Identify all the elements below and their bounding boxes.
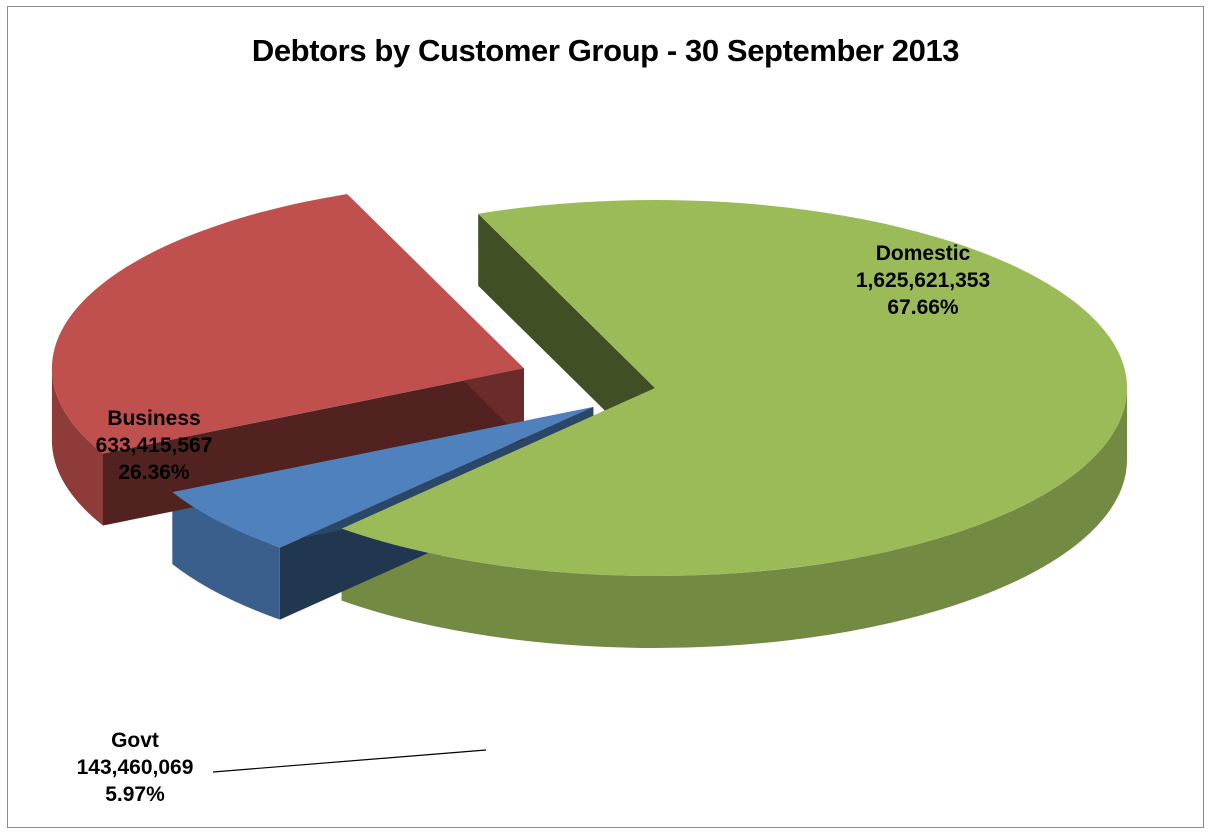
- govt-leader-line: [212, 749, 487, 773]
- business-label-line-2: 633,415,567: [96, 434, 213, 457]
- govt-slice-rim: [172, 492, 280, 620]
- domestic-slice: [341, 200, 1128, 577]
- chart-title: Debtors by Customer Group - 30 September…: [251, 33, 960, 68]
- business-label-line-3: 26.36%: [118, 461, 190, 484]
- govt-label-line-2: 143,460,069: [77, 756, 194, 779]
- domestic-slice-rim: [341, 388, 1127, 648]
- govt-label-line-3: 5.97%: [105, 783, 165, 806]
- domestic-label-line-1: Domestic: [876, 242, 971, 265]
- domestic-data-label: Domestic 1,625,621,353 67.66%: [856, 242, 990, 319]
- business-slice: [51, 194, 524, 454]
- govt-data-label: Govt 143,460,069 5.97%: [77, 729, 194, 806]
- domestic-label-line-2: 1,625,621,353: [856, 269, 990, 292]
- domestic-label-line-3: 67.66%: [887, 296, 959, 319]
- domestic-slice-side-start: [478, 213, 655, 460]
- business-data-label: Business 633,415,567 26.36%: [96, 407, 213, 484]
- govt-slice: [172, 407, 594, 548]
- business-slice-rim: [51, 368, 103, 526]
- business-label-line-1: Business: [107, 407, 200, 430]
- govt-label-line-1: Govt: [111, 729, 159, 752]
